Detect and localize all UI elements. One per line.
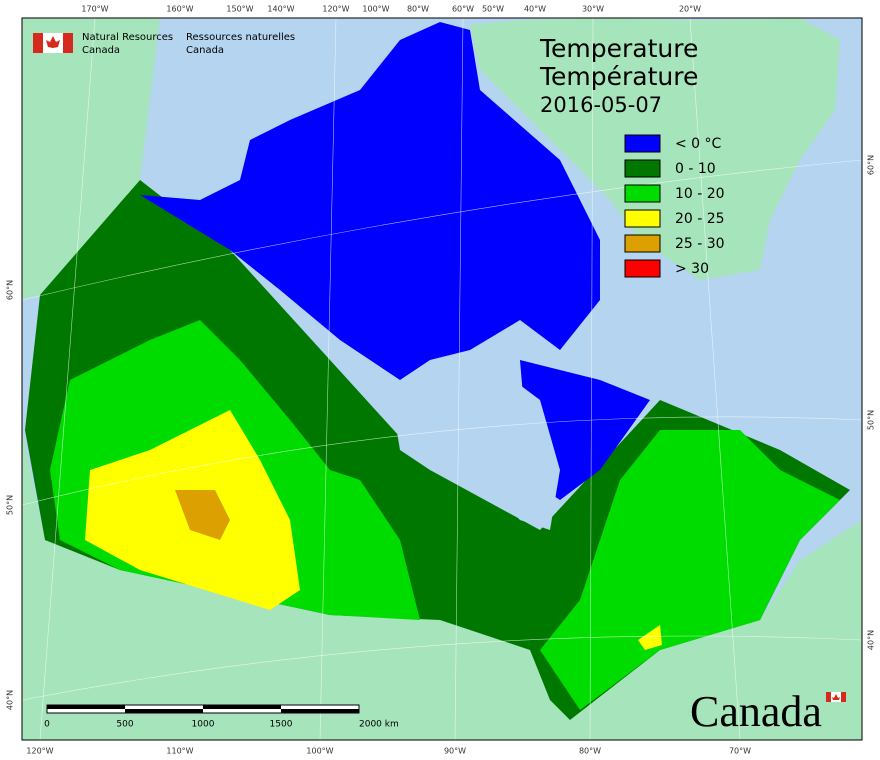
- graticule-label: 30°W: [582, 5, 604, 14]
- legend-swatch: [624, 259, 661, 278]
- legend-label: 10 - 20: [675, 186, 725, 202]
- graticule-label: 40°N: [867, 630, 876, 650]
- graticule-label: 40°W: [524, 5, 546, 14]
- graticule-label: 100°W: [362, 5, 389, 14]
- graticule-label: 20°W: [679, 5, 701, 14]
- wordmark-flag: [826, 692, 846, 702]
- graticule-label: 40°N: [6, 690, 15, 710]
- graticule-label: 90°W: [444, 747, 466, 756]
- title-en: Temperature: [539, 34, 698, 63]
- graticule-label: 60°N: [867, 155, 876, 175]
- legend-label: < 0 °C: [675, 136, 722, 152]
- scalebar-label: 1000: [192, 720, 215, 730]
- graticule-label: 50°N: [867, 410, 876, 430]
- legend-label: > 30: [675, 261, 709, 277]
- scalebar-label: 2000 km: [359, 720, 399, 730]
- legend-label: 20 - 25: [675, 211, 725, 227]
- canada-temperature: [25, 22, 850, 720]
- legend-swatch: [624, 184, 661, 203]
- agency-en: Canada: [82, 45, 120, 56]
- graticule-label: 120°W: [26, 747, 53, 756]
- title-fr: Température: [539, 62, 698, 91]
- agency-fr: Canada: [186, 45, 224, 56]
- graticule-label: 170°W: [81, 5, 108, 14]
- legend-label: 0 - 10: [675, 161, 716, 177]
- graticule-label: 100°W: [306, 747, 333, 756]
- wordmark: Canada: [690, 687, 822, 736]
- nrcan-flag: [33, 33, 73, 53]
- graticule-label: 150°W: [226, 5, 253, 14]
- graticule-label: 110°W: [166, 747, 193, 756]
- graticule-label: 80°W: [579, 747, 601, 756]
- legend-swatch: [624, 134, 661, 153]
- scalebar: [46, 704, 360, 714]
- graticule-label: 50°W: [482, 5, 504, 14]
- scalebar-label: 1500: [270, 720, 293, 730]
- agency-en: Natural Resources: [82, 32, 173, 43]
- scalebar-label: 0: [44, 720, 50, 730]
- agency-fr: Ressources naturelles: [186, 32, 295, 43]
- title-date: 2016-05-07: [540, 93, 662, 117]
- graticule-label: 140°W: [267, 5, 294, 14]
- graticule-label: 160°W: [166, 5, 193, 14]
- frame: [21, 17, 863, 741]
- graticule-label: 70°W: [729, 747, 751, 756]
- graticule-label: 60°W: [452, 5, 474, 14]
- graticule: [21, 17, 863, 741]
- graticule-label: 60°N: [6, 280, 15, 300]
- legend-label: 25 - 30: [675, 236, 725, 252]
- graticule-label: 80°W: [407, 5, 429, 14]
- scalebar-label: 500: [116, 720, 133, 730]
- legend-swatch: [624, 159, 661, 178]
- legend-swatch: [624, 234, 661, 253]
- graticule-label: 120°W: [322, 5, 349, 14]
- legend-swatch: [624, 209, 661, 228]
- graticule-label: 50°N: [6, 495, 15, 515]
